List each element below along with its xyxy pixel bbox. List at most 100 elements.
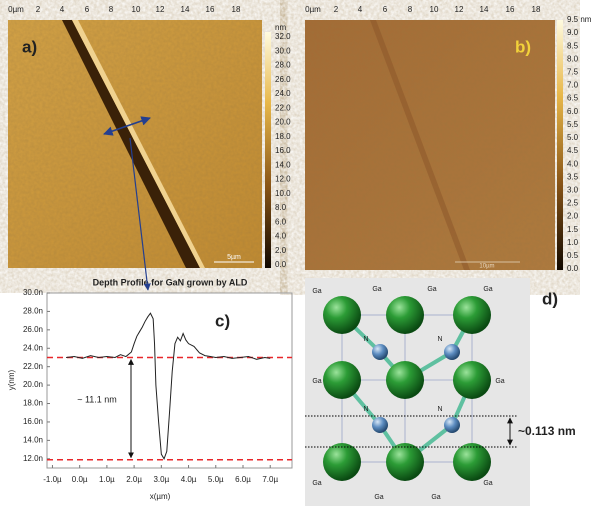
y-tick-label: 12.0n <box>23 454 43 463</box>
top-axis-label: 2 <box>334 5 339 14</box>
colorbar-label: 26.0 <box>275 75 291 84</box>
top-axis-label: 6 <box>85 5 90 14</box>
top-axis-label: 0µm <box>305 5 321 14</box>
colorbar-label: 5.0 <box>567 133 579 142</box>
atom-label: Ga <box>431 494 440 501</box>
colorbar-label: 8.0 <box>275 203 287 212</box>
colorbar-label: 3.0 <box>567 185 579 194</box>
panel-label: d) <box>542 289 558 308</box>
colorbar-label: 1.5 <box>567 225 579 234</box>
atom-label: N <box>437 336 442 343</box>
data-line <box>66 313 270 459</box>
panel-label: a) <box>22 37 37 56</box>
y-tick-label: 26.0n <box>23 325 43 334</box>
colorbar-label: 9.5 nm <box>567 15 592 24</box>
colorbar-label: 4.0 <box>567 159 579 168</box>
chart-title: Depth Profile for GaN grown by ALD <box>93 277 248 287</box>
colorbar-a <box>265 32 271 268</box>
x-tick-label: 2.0µ <box>126 475 142 484</box>
chart: 12.0n14.0n16.0n18.0n20.0n22.0n24.0n26.0n… <box>23 288 292 484</box>
colorbar-label: 8.0 <box>567 54 579 63</box>
x-tick-label: 4.0µ <box>181 475 197 484</box>
x-tick-label: 1.0µ <box>99 475 115 484</box>
top-axis-label: 8 <box>408 5 413 14</box>
colorbar-label: 2.5 <box>567 199 579 208</box>
colorbar-label: 2.0 <box>567 212 579 221</box>
y-tick-label: 14.0n <box>23 435 43 444</box>
top-axis-label: 6 <box>383 5 388 14</box>
top-axis-label: 18 <box>232 5 241 14</box>
crystal-diagram <box>305 278 530 506</box>
top-axis-label: 12 <box>455 5 464 14</box>
colorbar-label: 9.0 <box>567 28 579 37</box>
colorbar-label: 5.5 <box>567 120 579 129</box>
atom-label: Ga <box>312 288 321 295</box>
atom-label: Ga <box>312 378 321 385</box>
top-axis-label: 4 <box>60 5 65 14</box>
top-axis-label: 2 <box>36 5 41 14</box>
plot-frame <box>47 293 292 468</box>
colorbar-label: 1.0 <box>567 238 579 247</box>
colorbar-label: 6.0 <box>275 217 287 226</box>
colorbar-label: 4.5 <box>567 146 579 155</box>
colorbar-label: 6.5 <box>567 94 579 103</box>
top-axis-label: 18 <box>532 5 541 14</box>
top-axis-label: 14 <box>480 5 489 14</box>
colorbar-label: 4.0 <box>275 232 287 241</box>
colorbar-label: 7.5 <box>567 68 579 77</box>
panel-label: b) <box>515 37 531 56</box>
panel-label: c) <box>215 311 230 330</box>
top-axis-label: 16 <box>206 5 215 14</box>
spacing-label: ~0.113 nm <box>518 424 576 438</box>
colorbar-label: 0.5 <box>567 251 579 260</box>
colorbar-label: 14.0 <box>275 160 291 169</box>
afm-image-b <box>305 20 555 270</box>
y-tick-label: 18.0n <box>23 399 43 408</box>
x-tick-label: 6.0µ <box>235 475 251 484</box>
atom-label: Ga <box>372 286 381 293</box>
colorbar-label: 30.0 <box>275 46 291 55</box>
atom-label: N <box>437 406 442 413</box>
figure: a) 5µm b) 10µm Depth Profile for GaN gro… <box>0 0 597 506</box>
afm-image-a <box>8 20 262 268</box>
atom-label: Ga <box>483 480 492 487</box>
top-axis-label: 0µm <box>8 5 24 14</box>
colorbar-label: 22.0 <box>275 103 291 112</box>
colorbar-b <box>557 20 563 270</box>
y-tick-label: 28.0n <box>23 307 43 316</box>
atom-label: N <box>363 336 368 343</box>
scale-bar-label: 5µm <box>227 254 241 261</box>
colorbar-label: 8.5 <box>567 41 579 50</box>
colorbar-label: 20.0 <box>275 118 291 127</box>
y-tick-label: 22.0n <box>23 362 43 371</box>
colorbar-label: 0.0 <box>275 260 287 269</box>
top-axis-label: 4 <box>358 5 363 14</box>
colorbar-label: 12.0 <box>275 175 291 184</box>
x-tick-label: 3.0µ <box>153 475 169 484</box>
atom-label: Ga <box>427 286 436 293</box>
top-axis-label: 14 <box>181 5 190 14</box>
colorbar-label: 7.0 <box>567 81 579 90</box>
colorbar-label: 18.0 <box>275 132 291 141</box>
colorbar-label: 24.0 <box>275 89 291 98</box>
top-axis-label: 8 <box>109 5 114 14</box>
y-axis-label: y(nm) <box>7 369 16 390</box>
colorbar-label: 0.0 <box>567 264 579 273</box>
x-tick-label: 5.0µ <box>208 475 224 484</box>
colorbar-label: 10.0 <box>275 189 291 198</box>
top-axis-label: 16 <box>506 5 515 14</box>
colorbar-label: 32.0 <box>275 32 291 41</box>
x-axis-label: x(µm) <box>150 492 171 501</box>
colorbar-label: 6.0 <box>567 107 579 116</box>
top-axis-label: 12 <box>156 5 165 14</box>
x-tick-label: 7.0µ <box>262 475 278 484</box>
y-tick-label: 16.0n <box>23 417 43 426</box>
colorbar-label: 3.5 <box>567 172 579 181</box>
colorbar-label: 28.0 <box>275 61 291 70</box>
top-axis-label: 10 <box>430 5 439 14</box>
y-tick-label: 20.0n <box>23 380 43 389</box>
atom-label: N <box>363 406 368 413</box>
top-axis-label: 10 <box>132 5 141 14</box>
atom-label: Ga <box>312 480 321 487</box>
atom-label: Ga <box>495 378 504 385</box>
